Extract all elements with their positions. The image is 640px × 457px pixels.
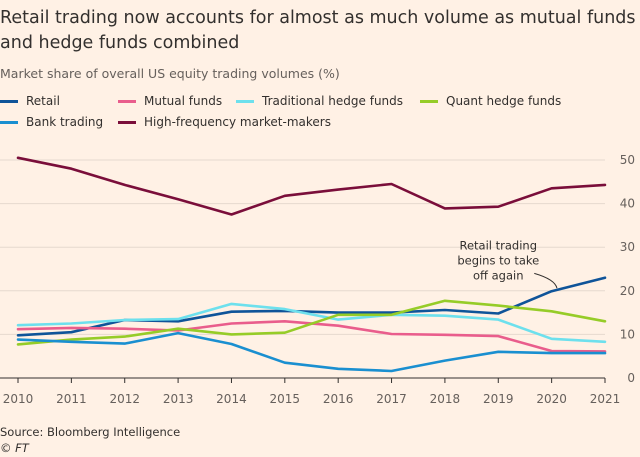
legend-swatch-mutual-funds (118, 99, 136, 103)
legend-item-traditional-hedge-funds: Traditional hedge funds (236, 94, 403, 108)
legend-item-bank-trading: Bank trading (0, 115, 103, 129)
legend-label-mutual-funds: Mutual funds (144, 94, 223, 108)
legend-swatch-traditional-hedge-funds (236, 99, 254, 103)
y-tick-label-50: 50 (620, 153, 635, 167)
legend-label-high-frequency-market-makers: High-frequency market-makers (144, 115, 331, 129)
x-tick-label-2014: 2014 (216, 392, 247, 406)
x-tick-label-2019: 2019 (483, 392, 514, 406)
annotation-line-0: Retail trading (460, 238, 538, 252)
series-line-traditional-hedge-funds (16, 302, 607, 344)
chart-title: Retail trading now accounts for almost a… (0, 8, 636, 53)
source-note: Source: Bloomberg Intelligence (0, 425, 181, 439)
annotation-line-2: off again (473, 268, 524, 282)
legend-item-retail: Retail (0, 94, 60, 108)
y-tick-label-10: 10 (620, 327, 635, 341)
legend-swatch-high-frequency-market-makers (118, 120, 136, 124)
legend-swatch-retail (0, 99, 18, 103)
chart-subtitle: Market share of overall US equity tradin… (0, 66, 340, 81)
x-tick-label-2020: 2020 (536, 392, 567, 406)
y-tick-label-30: 30 (620, 240, 635, 254)
series-line-retail (16, 276, 607, 337)
x-tick-label-2017: 2017 (376, 392, 407, 406)
legend-swatch-bank-trading (0, 120, 18, 124)
x-tick-label-2015: 2015 (270, 392, 301, 406)
legend-label-bank-trading: Bank trading (26, 115, 104, 129)
y-tick-label-0: 0 (627, 371, 635, 385)
legend-label-quant-hedge-funds: Quant hedge funds (446, 94, 562, 108)
y-tick-label-40: 40 (620, 197, 635, 211)
credit: © FT (0, 441, 29, 455)
legend-swatch-quant-hedge-funds (420, 99, 438, 103)
series-line-bank-trading (16, 331, 607, 373)
series-line-high-frequency-market-makers (16, 156, 607, 216)
x-tick-label-2010: 2010 (3, 392, 34, 406)
x-tick-label-2021: 2021 (590, 392, 621, 406)
annotation-line-1: begins to take (457, 253, 539, 267)
x-tick-label-2013: 2013 (163, 392, 194, 406)
legend-item-high-frequency-market-makers: High-frequency market-makers (118, 115, 331, 129)
series-line-quant-hedge-funds (16, 299, 607, 346)
legend-label-retail: Retail (26, 94, 60, 108)
legend-item-mutual-funds: Mutual funds (118, 94, 222, 108)
legend-item-quant-hedge-funds: Quant hedge funds (420, 94, 561, 108)
x-tick-label-2018: 2018 (430, 392, 461, 406)
y-tick-label-20: 20 (620, 284, 635, 298)
line-chart: 0 10 20 30 40 50 2010 2011 2012 2013 2014 2015 2016 2… (0, 153, 635, 406)
legend-label-traditional-hedge-funds: Traditional hedge funds (262, 94, 404, 108)
x-tick-label-2012: 2012 (109, 392, 140, 406)
annotation-arrow (534, 272, 558, 289)
x-tick-label-2011: 2011 (56, 392, 87, 406)
x-tick-label-2016: 2016 (323, 392, 354, 406)
